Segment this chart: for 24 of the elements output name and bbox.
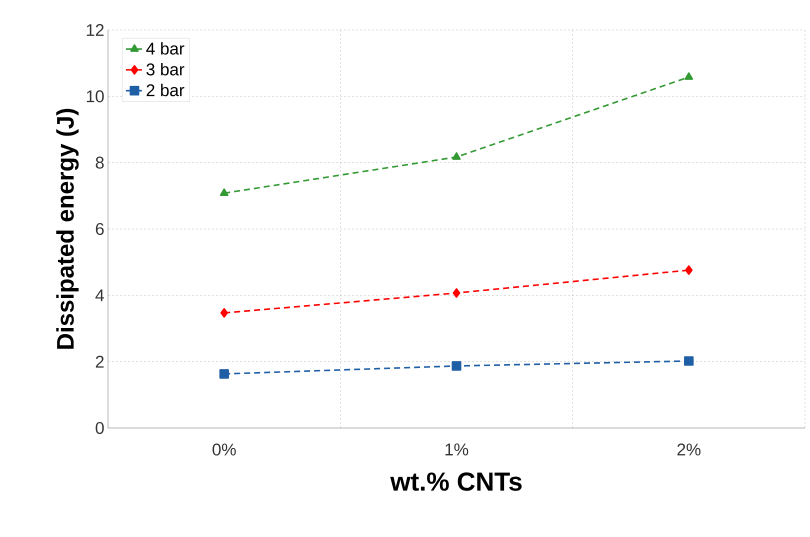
point <box>452 152 461 160</box>
point <box>220 188 228 196</box>
point <box>219 369 229 379</box>
x-tick-label: 2% <box>677 444 701 456</box>
legend-label: 4 bar <box>146 42 184 55</box>
point <box>685 265 693 275</box>
legend-label: 3 bar <box>146 62 184 76</box>
y-tick-label: 12 <box>86 24 104 36</box>
point <box>452 361 462 371</box>
y-tick-label: 2 <box>96 356 104 368</box>
x-tick-label: 0% <box>212 444 236 456</box>
x-axis-title: wt.% CNTs <box>390 472 522 491</box>
point <box>684 72 694 80</box>
legend-label: 2 bar <box>146 84 184 96</box>
y-tick-label: 6 <box>96 222 104 236</box>
x-tick-label: 1% <box>446 444 468 456</box>
y-tick-label: 10 <box>86 90 104 102</box>
y-tick-label: 4 <box>95 289 104 302</box>
point <box>684 356 694 366</box>
point <box>452 288 460 298</box>
y-axis-title: Dissipated energy (J) <box>56 108 79 349</box>
y-tick-label: 8 <box>96 156 104 169</box>
point <box>220 308 228 318</box>
y-tick-label: 0 <box>96 422 104 434</box>
